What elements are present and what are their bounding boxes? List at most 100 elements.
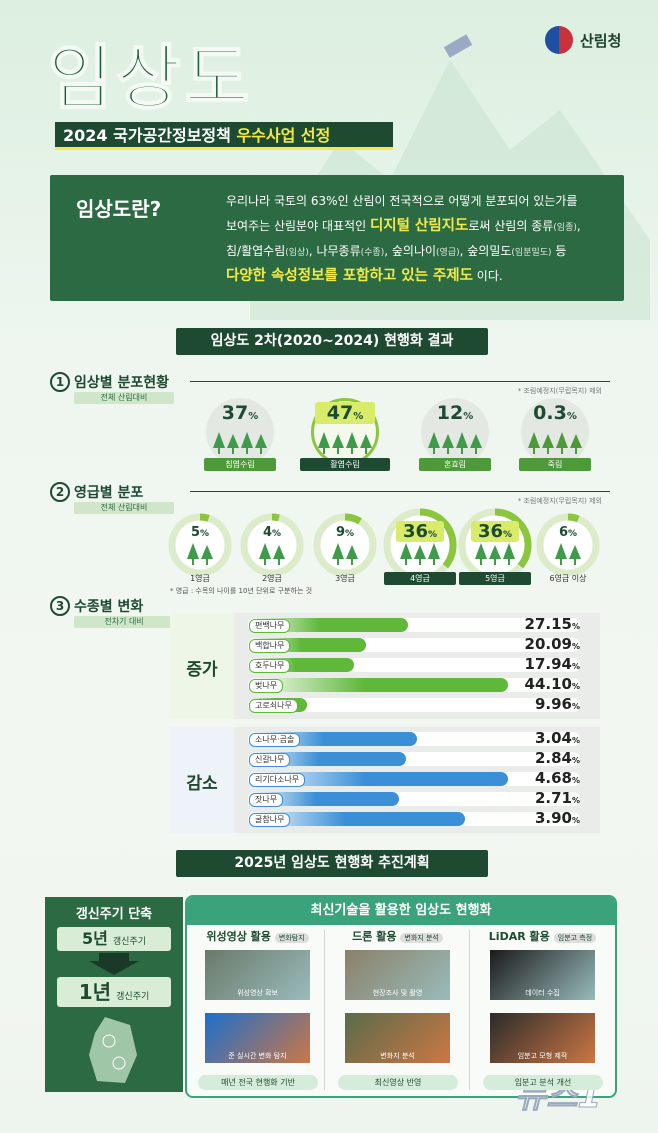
bar [248,678,508,692]
tree [428,543,440,565]
section-basis: 전체 산림대비 [74,392,174,404]
tech-tag: 변화탐지 [274,933,309,943]
section-number: 2 [50,482,70,502]
tree [213,432,225,454]
value: 9 [335,525,345,540]
age-name: 3영급 [335,574,355,583]
logo-text: 산림청 [580,32,622,50]
species-value: 20.09% [500,635,580,653]
category-circle [206,398,274,466]
value: 0.3 [533,402,567,424]
tree-icons [428,432,482,454]
value: 4.68 [534,769,572,787]
tech-image [490,1013,595,1063]
emphasis: 디지털 산림지도 [369,218,469,234]
korea-map [89,1017,137,1083]
text: 등 [551,244,567,258]
divider [190,381,610,382]
tree [255,434,267,454]
unit: % [571,776,580,785]
text: (수종) [360,248,385,258]
value: 12 [436,402,464,424]
tree [318,432,330,454]
value: 17.94 [524,655,572,673]
species-name: 잣나무 [249,793,284,807]
tree-icons [555,543,581,565]
value: 47 [326,402,354,424]
text: 침/활엽수림 [226,244,286,258]
logo-emblem [545,26,573,54]
text: (임분밀도) [511,248,552,258]
species-value: 2.84% [500,749,580,767]
unit: % [571,702,580,711]
unit: % [571,662,580,671]
column-divider [324,930,325,1090]
section-number: 1 [50,372,70,392]
species-value: 3.90% [500,809,580,827]
arrow [89,953,139,975]
tree [273,545,285,565]
unit: % [566,411,577,422]
value: 2.84 [534,749,572,767]
tree [346,432,358,454]
tech-result: 최신영상 반영 [338,1075,458,1090]
tech-result: 매년 전국 현행화 기반 [198,1075,318,1090]
species-name: 호두나무 [249,659,291,673]
age-ring [536,513,600,577]
tree [456,432,468,454]
subtitle: 2024 국가공간정보정책 [63,126,231,145]
section-title: 임상별 분포현황 [74,375,170,391]
section-title: 수종별 변화 [74,599,144,615]
tree-icons [187,543,213,565]
divider [190,491,610,492]
species-value: 2.71% [500,789,580,807]
category-name: 활엽수림 [300,458,390,471]
cycle-after: 1년 갱신주기 [57,977,171,1007]
text: (임상) [285,248,309,258]
age-name: 2영급 [262,574,282,583]
value: 36 [477,521,504,542]
plan-heading: 2025년 임상도 현행화 추진계획 [176,850,488,877]
species-value: 44.10% [500,675,580,693]
category-name: 혼효림 [419,458,491,471]
unit: % [272,529,282,539]
tree [428,432,440,454]
group-label: 감소 [186,774,218,794]
category-value: 0.3% [525,402,585,424]
species-name: 소나무·곰솔 [249,733,301,747]
tech-name: 위성영상 활용 [206,930,271,943]
category-circle [421,398,489,466]
age-value: 4% [248,525,296,540]
bar [248,792,399,806]
cycle-before: 5년 갱신주기 [57,927,171,951]
group-label-box [170,727,234,833]
tree [556,432,568,454]
tech-caption: 변화지 분석 [380,1052,415,1060]
value: 44.10 [524,675,572,693]
species-name: 굴참나무 [249,813,291,827]
group-label: 증가 [186,660,218,680]
emphasis: 주제도 [432,268,473,284]
unit: % [503,530,513,540]
value: 4 [262,525,272,540]
tech-name: LiDAR 활용 [488,930,550,943]
age-name: 1영급 [190,574,210,583]
text: , 숲의나이 [384,244,437,258]
column-divider [469,930,470,1090]
section-basis: 전차기 대비 [74,616,174,628]
tree-icons [213,432,267,454]
age-value: 9% [321,525,369,540]
unit: % [571,642,580,651]
cycle-after-label: 갱신주기 [116,992,150,1002]
ring-arc [536,513,600,577]
tree [570,434,582,454]
species-value: 9.96% [500,695,580,713]
text: , [576,219,581,233]
tree-icons [475,543,515,565]
tree [241,432,253,454]
value: 9.96 [534,695,572,713]
age-ring [313,513,377,577]
tree [346,545,358,565]
ring-arc [458,508,532,582]
